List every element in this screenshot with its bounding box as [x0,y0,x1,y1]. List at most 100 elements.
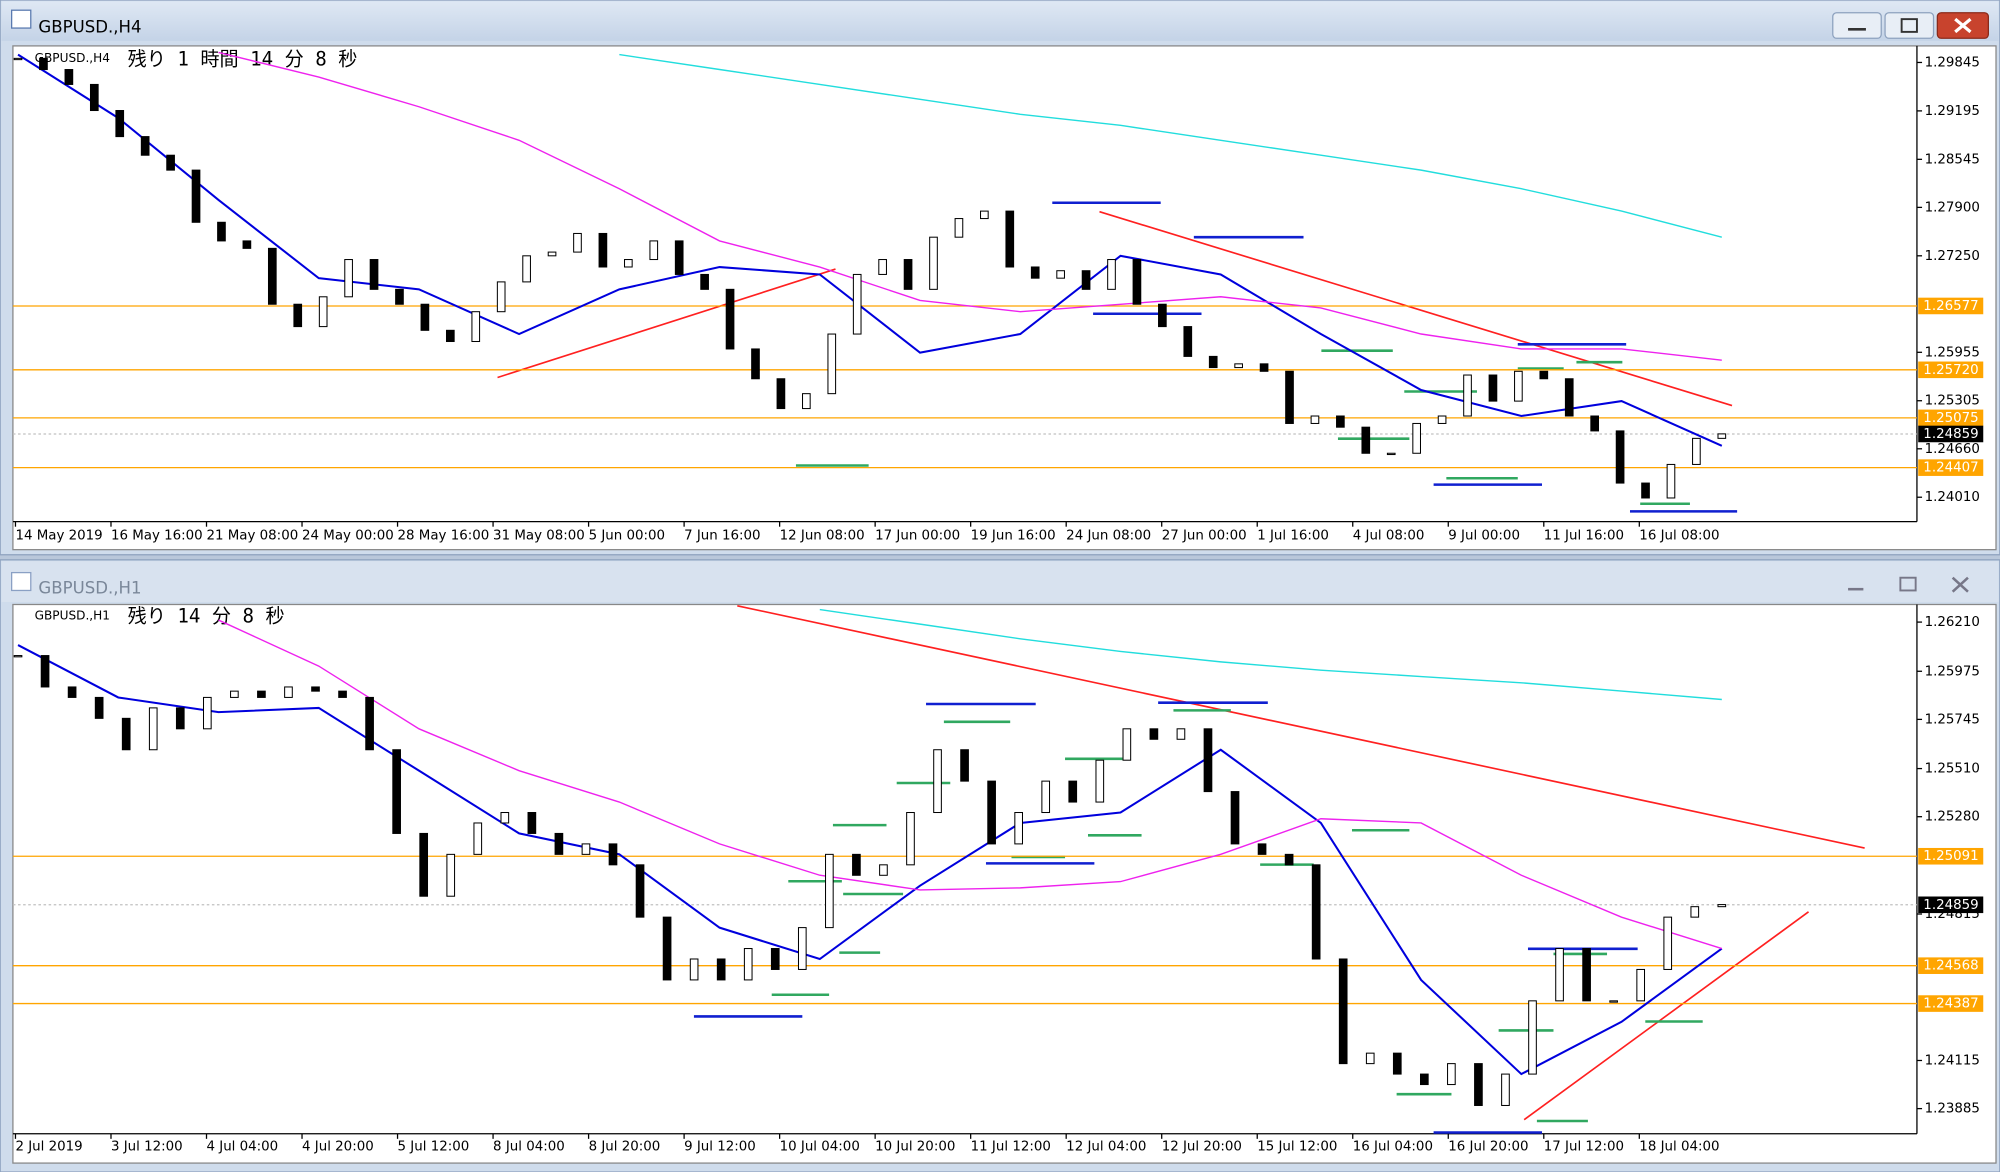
candle [1285,370,1294,424]
price-tag [1918,896,1984,914]
x-tick-label: 14 May 2019 [15,529,102,544]
y-tick-label: 1.29195 [1925,104,1980,119]
candle [89,83,99,112]
candle [906,812,915,866]
candle [825,853,834,929]
candle [725,288,735,350]
x-tick-label: 7 Jun 16:00 [684,529,760,544]
candle [1310,415,1320,424]
candle [852,273,862,335]
candle [67,686,77,698]
candle [852,853,861,876]
candle [1095,759,1105,803]
x-tick-label: 5 Jun 00:00 [589,529,665,544]
x-tick-label: 11 Jul 12:00 [971,1139,1051,1154]
candle [960,749,969,782]
x-tick-label: 4 Jul 20:00 [302,1139,374,1154]
x-tick-label: 10 Jul 04:00 [780,1139,860,1154]
y-tick-label: 1.24660 [1925,442,1980,457]
candle [1259,363,1269,372]
candle [1717,433,1727,439]
window-title: GBPUSD.,H1 [38,579,141,598]
candle [751,348,760,380]
candle [608,843,618,866]
candle [635,864,645,918]
candle [1419,1073,1429,1086]
candle [471,311,481,343]
candle [1203,728,1213,793]
candle [175,707,185,730]
candle [1014,812,1023,845]
candle [598,232,608,268]
candle [1158,303,1167,328]
candle [1257,843,1267,855]
candle [1690,906,1700,918]
candle [1666,463,1676,499]
symbol-label: GBPUSD.,H1 [35,608,110,622]
candle [903,259,913,290]
minimize-button[interactable] [1832,12,1882,39]
chart-area [12,603,1997,1164]
candle [1692,437,1701,465]
candle [115,110,125,138]
candle [121,717,131,751]
y-tick-label: 1.24010 [1925,490,1980,505]
level-tag [1918,847,1984,865]
candle [191,169,201,223]
candle [1107,259,1116,290]
y-tick-label: 1.27900 [1925,200,1980,215]
x-tick-label: 3 Jul 12:00 [111,1139,183,1154]
x-tick-label: 9 Jul 12:00 [684,1139,756,1154]
x-tick-label: 12 Jun 08:00 [780,529,865,544]
chart-area [12,45,1997,551]
x-tick-label: 16 May 16:00 [111,529,203,544]
x-tick-label: 1 Jul 16:00 [1257,529,1329,544]
y-tick-label: 1.25305 [1925,394,1980,409]
candle [1582,948,1591,1002]
moving-average [819,608,1722,701]
candle [369,259,379,290]
candle [1412,422,1421,454]
x-tick-label: 2 Jul 2019 [15,1139,82,1154]
drawn-objects [497,201,1865,1134]
candle [1488,374,1498,402]
candle [242,240,252,249]
level-tag [1918,459,1984,476]
level-label: 1.25720 [1923,363,1978,378]
y-tick-label: 1.25745 [1925,712,1980,727]
candle [1636,968,1646,1002]
candle [1361,426,1371,454]
candle [365,696,374,751]
x-tick-label: 15 Jul 12:00 [1257,1139,1337,1154]
x-tick-label: 9 Jul 00:00 [1448,529,1520,544]
level-label: 1.24407 [1923,461,1978,476]
candle [473,822,483,855]
candle [338,690,347,698]
y-tick-label: 1.25975 [1925,664,1980,679]
window-title: GBPUSD.,H4 [38,18,141,37]
candle [1338,958,1348,1065]
maximize-button[interactable] [1884,12,1935,39]
y-tick-label: 1.25510 [1925,762,1980,777]
candle [284,686,293,698]
y-tick-label: 1.26210 [1925,615,1980,630]
x-tick-label: 4 Jul 04:00 [207,1139,279,1154]
y-tick-label: 1.29845 [1925,55,1980,70]
candle [202,696,212,730]
candle [1564,378,1574,417]
candle [980,210,989,220]
candle [140,136,150,156]
candle [445,329,455,343]
level-label: 1.24568 [1923,959,1978,974]
x-tick-label: 12 Jul 04:00 [1066,1139,1146,1154]
price-tag [1918,425,1984,443]
candle [776,378,786,410]
candle [13,57,23,61]
candle [954,218,964,238]
candle [878,259,887,275]
candle [1132,259,1142,305]
candle [933,749,942,814]
x-tick-label: 27 Jun 00:00 [1162,529,1247,544]
moving-average [218,51,1722,361]
